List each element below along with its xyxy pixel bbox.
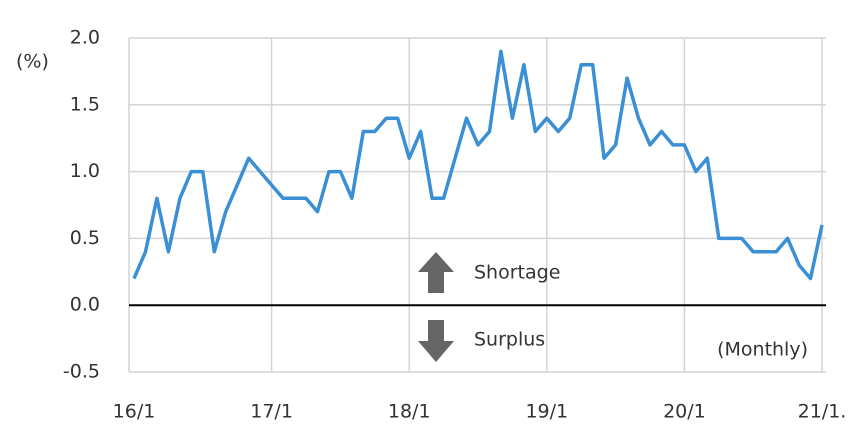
x-tick-label: 16/1 <box>113 401 156 423</box>
y-tick-label: 0.5 <box>70 227 100 249</box>
annotation: Shortage <box>474 262 560 284</box>
x-tick-label: 20/1 <box>663 401 706 423</box>
x-tick-label: 18/1 <box>388 401 431 423</box>
x-tick-label: 19/1 <box>525 401 568 423</box>
y-tick-label: 1.0 <box>70 160 100 182</box>
arrow-up <box>418 252 454 293</box>
annotation: (Monthly) <box>717 339 808 361</box>
y-axis-label: (%) <box>16 51 49 73</box>
y-tick-label: 2.0 <box>70 27 100 49</box>
annotation: Surplus <box>474 329 545 351</box>
y-tick-label: -0.5 <box>63 361 100 383</box>
arrow-down <box>418 320 454 362</box>
y-tick-label: 0.0 <box>70 294 100 316</box>
y-tick-label: 1.5 <box>70 93 100 115</box>
foreground: 2.0 1.5 1.0 0.5 0.0 -0.5 16/1 17/1 18/1 19/1 20/1 2… <box>63 27 846 423</box>
data-line <box>132 49 824 281</box>
x-tick-label: 21/1. <box>798 401 847 423</box>
grid <box>128 37 826 373</box>
x-tick-label: 17/1 <box>250 401 293 423</box>
